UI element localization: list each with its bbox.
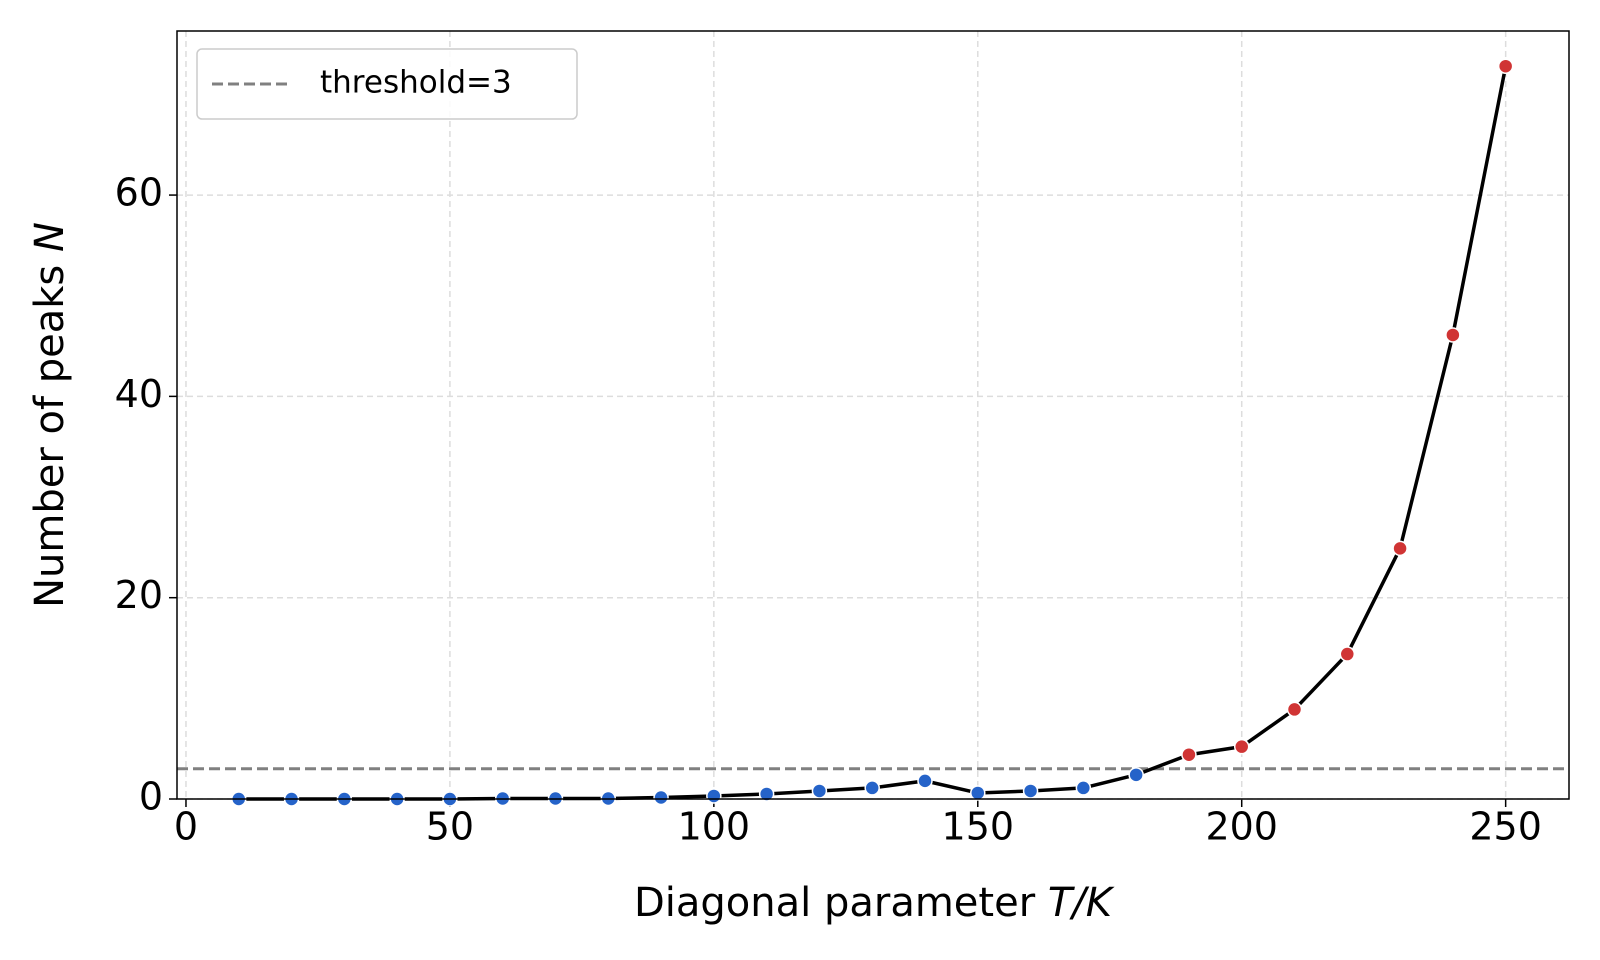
data-point	[1497, 58, 1514, 74]
data-line	[238, 65, 1508, 801]
data-point	[970, 785, 986, 801]
data-point	[864, 780, 880, 796]
x-tick-label: 250	[1469, 805, 1542, 849]
data-point	[1181, 746, 1197, 763]
y-label-symbol: N	[27, 222, 73, 252]
y-label-text: Number of peaks	[27, 265, 73, 608]
data-point	[917, 773, 933, 789]
x-label-text: Diagonal parameter	[634, 880, 1036, 926]
data-point	[1233, 738, 1250, 755]
x-tick-label: 200	[1205, 805, 1278, 849]
legend-box	[196, 48, 578, 120]
plot-frame	[176, 30, 1570, 800]
y-tick-label: 0	[139, 775, 163, 819]
x-label-symbol: T/K	[1048, 880, 1115, 926]
data-point	[1392, 540, 1408, 557]
data-point	[1075, 780, 1092, 796]
x-tick-label: 0	[174, 805, 198, 849]
data-point	[1022, 783, 1039, 799]
x-axis-label: Diagonal parameter T/K	[634, 880, 1115, 926]
data-point	[1445, 327, 1461, 343]
x-tick-label: 50	[426, 805, 474, 849]
data-point	[653, 789, 669, 806]
x-tick-label: 100	[678, 805, 751, 849]
y-tick-label: 20	[115, 573, 163, 617]
y-tick-label: 60	[115, 171, 163, 215]
data-point	[1339, 646, 1356, 662]
y-tick-label: 40	[115, 372, 163, 416]
y-axis-label: Number of peaks N	[27, 222, 73, 608]
x-tick-label: 150	[942, 805, 1015, 849]
data-point	[811, 783, 828, 799]
data-point	[706, 788, 722, 804]
legend: threshold=3	[196, 48, 578, 120]
data-point	[758, 786, 775, 802]
data-point	[1128, 767, 1144, 783]
data-point	[1286, 701, 1303, 718]
legend-label: threshold=3	[320, 65, 512, 101]
